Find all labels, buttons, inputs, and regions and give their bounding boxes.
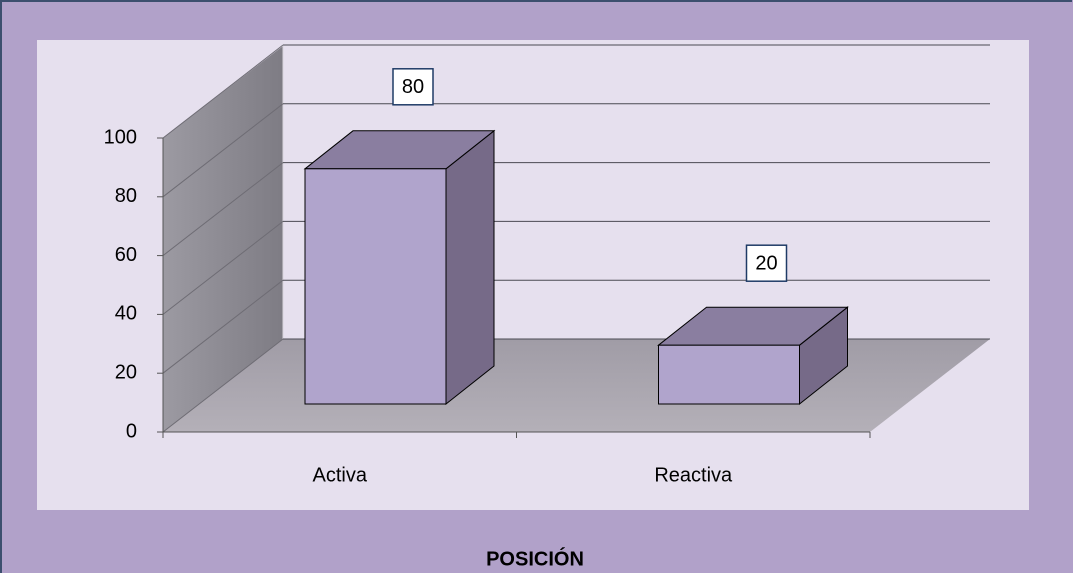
x-tick-label: Activa (313, 464, 368, 486)
floor (163, 339, 990, 432)
bar (658, 344, 800, 405)
y-tick-label: 40 (115, 303, 137, 325)
y-tick-label: 80 (115, 185, 137, 207)
grid-line (162, 279, 284, 374)
bar (304, 168, 447, 405)
data-label: 80 (402, 76, 424, 98)
side-wall (163, 46, 283, 432)
grid-line (162, 162, 284, 256)
y-tick-label: 0 (126, 420, 137, 442)
y-tick-label: 20 (115, 361, 137, 383)
data-label-box (392, 68, 434, 106)
grid-line (162, 103, 284, 198)
grid-line (162, 338, 284, 433)
data-label-box (745, 244, 788, 282)
grid-line (162, 44, 284, 139)
data-label: 20 (755, 252, 777, 274)
chart-title: POSICIÓN (486, 546, 584, 570)
grid-line (162, 221, 284, 315)
x-tick-label: Reactiva (654, 464, 733, 486)
y-tick-label: 100 (104, 126, 137, 148)
bar-side (445, 129, 495, 406)
y-tick-label: 60 (115, 244, 137, 266)
